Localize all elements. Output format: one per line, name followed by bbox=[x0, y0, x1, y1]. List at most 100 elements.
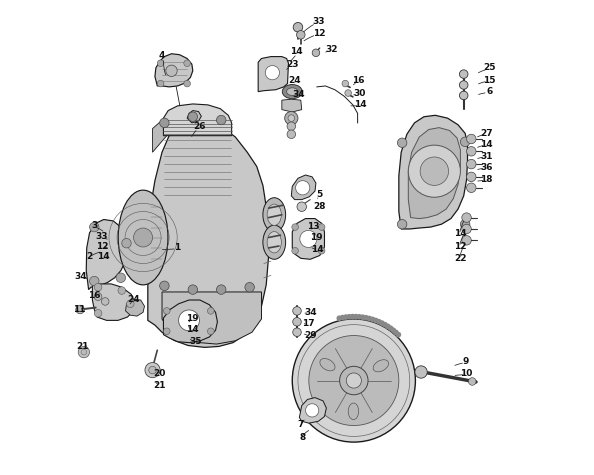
Circle shape bbox=[459, 81, 468, 89]
Circle shape bbox=[397, 219, 407, 229]
Circle shape bbox=[462, 224, 471, 234]
Circle shape bbox=[350, 314, 355, 320]
Circle shape bbox=[160, 118, 169, 128]
Text: 8: 8 bbox=[299, 433, 305, 442]
Polygon shape bbox=[86, 219, 127, 290]
Circle shape bbox=[292, 319, 415, 442]
Polygon shape bbox=[408, 128, 460, 218]
Circle shape bbox=[285, 112, 298, 125]
Text: 34: 34 bbox=[293, 90, 305, 99]
Text: 19: 19 bbox=[187, 314, 199, 323]
Polygon shape bbox=[291, 175, 316, 199]
Text: 10: 10 bbox=[460, 370, 473, 379]
Circle shape bbox=[292, 247, 298, 254]
Circle shape bbox=[292, 224, 298, 230]
Circle shape bbox=[163, 328, 170, 334]
Ellipse shape bbox=[320, 359, 335, 371]
Text: 11: 11 bbox=[73, 305, 86, 314]
Circle shape bbox=[345, 90, 352, 96]
Circle shape bbox=[288, 115, 295, 122]
Circle shape bbox=[369, 316, 375, 322]
Circle shape bbox=[312, 49, 320, 57]
Circle shape bbox=[466, 159, 476, 169]
Text: 12: 12 bbox=[96, 241, 108, 250]
Circle shape bbox=[356, 314, 362, 320]
Text: 28: 28 bbox=[314, 202, 326, 211]
Circle shape bbox=[76, 305, 84, 314]
Circle shape bbox=[309, 335, 399, 426]
Circle shape bbox=[420, 157, 448, 185]
Text: 32: 32 bbox=[326, 45, 338, 54]
Polygon shape bbox=[399, 115, 467, 229]
Text: 24: 24 bbox=[127, 294, 140, 304]
Polygon shape bbox=[93, 284, 135, 320]
Circle shape bbox=[343, 314, 349, 320]
Circle shape bbox=[297, 202, 307, 211]
Polygon shape bbox=[187, 111, 201, 123]
Text: 14: 14 bbox=[454, 229, 467, 238]
Circle shape bbox=[145, 362, 160, 378]
Circle shape bbox=[293, 22, 303, 32]
Text: 34: 34 bbox=[75, 272, 87, 281]
Text: 5: 5 bbox=[317, 190, 323, 200]
Circle shape bbox=[460, 219, 470, 229]
Text: 12: 12 bbox=[454, 241, 467, 250]
Circle shape bbox=[90, 222, 99, 232]
Text: 24: 24 bbox=[288, 76, 301, 85]
Circle shape bbox=[462, 236, 471, 245]
Polygon shape bbox=[163, 104, 232, 136]
Polygon shape bbox=[299, 398, 326, 423]
Text: 3: 3 bbox=[91, 221, 97, 230]
Polygon shape bbox=[282, 99, 302, 112]
Circle shape bbox=[179, 310, 200, 331]
Circle shape bbox=[346, 373, 361, 388]
Circle shape bbox=[90, 276, 99, 286]
Text: 23: 23 bbox=[286, 60, 299, 69]
Text: 14: 14 bbox=[290, 48, 302, 57]
Text: 33: 33 bbox=[96, 232, 108, 241]
Text: 33: 33 bbox=[312, 17, 324, 26]
Circle shape bbox=[94, 284, 102, 291]
Text: 9: 9 bbox=[463, 357, 469, 366]
Ellipse shape bbox=[286, 88, 298, 95]
Text: 29: 29 bbox=[304, 331, 317, 340]
Polygon shape bbox=[258, 57, 289, 92]
Text: 34: 34 bbox=[304, 308, 317, 317]
Text: 12: 12 bbox=[313, 29, 326, 38]
Circle shape bbox=[460, 137, 470, 147]
Text: 6: 6 bbox=[486, 87, 492, 96]
Text: 36: 36 bbox=[480, 163, 492, 172]
Circle shape bbox=[340, 315, 346, 321]
Polygon shape bbox=[162, 292, 261, 344]
Circle shape bbox=[459, 91, 468, 100]
Text: 7: 7 bbox=[298, 420, 304, 429]
Circle shape bbox=[408, 145, 460, 197]
Text: 2: 2 bbox=[87, 252, 93, 261]
Polygon shape bbox=[163, 300, 217, 342]
Text: 22: 22 bbox=[454, 254, 467, 263]
Circle shape bbox=[466, 172, 476, 181]
Circle shape bbox=[293, 328, 301, 336]
Text: 14: 14 bbox=[311, 245, 324, 254]
Circle shape bbox=[466, 134, 476, 144]
Text: 19: 19 bbox=[310, 233, 323, 242]
Text: 17: 17 bbox=[302, 319, 315, 328]
Circle shape bbox=[396, 332, 401, 338]
Circle shape bbox=[184, 80, 191, 87]
Circle shape bbox=[127, 300, 134, 308]
Polygon shape bbox=[292, 218, 324, 259]
Circle shape bbox=[102, 298, 109, 305]
Circle shape bbox=[157, 80, 164, 87]
Circle shape bbox=[466, 147, 476, 156]
Text: 18: 18 bbox=[480, 175, 492, 184]
Text: 21: 21 bbox=[77, 342, 89, 351]
Circle shape bbox=[118, 287, 125, 294]
Ellipse shape bbox=[267, 232, 282, 253]
Circle shape bbox=[134, 228, 153, 247]
Circle shape bbox=[207, 308, 214, 314]
Text: 14: 14 bbox=[354, 100, 366, 109]
Circle shape bbox=[216, 115, 226, 125]
Ellipse shape bbox=[263, 225, 286, 259]
Circle shape bbox=[466, 183, 476, 192]
Circle shape bbox=[462, 213, 471, 222]
